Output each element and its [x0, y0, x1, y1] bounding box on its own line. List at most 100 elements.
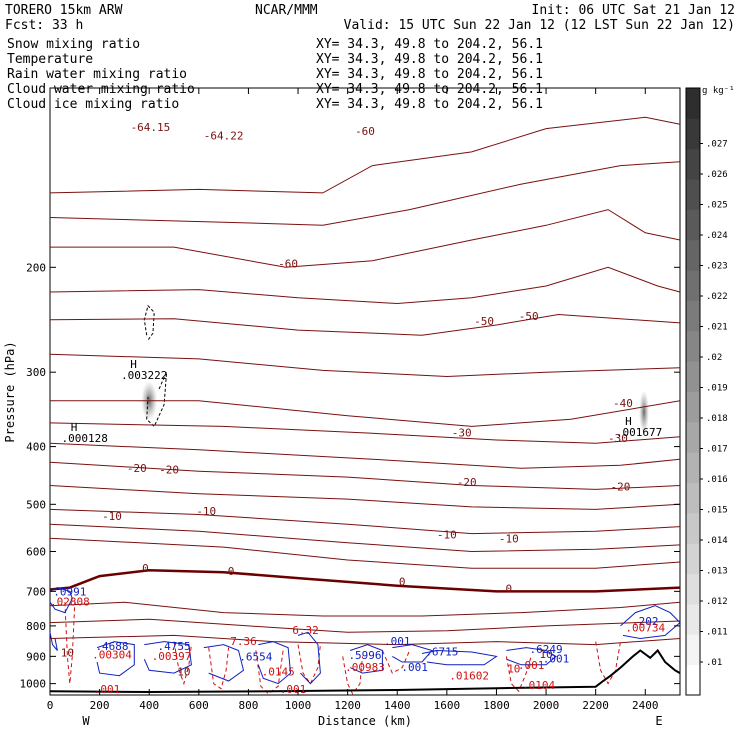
legend-snow-xy: XY= 34.3, 49.8 to 204.2, 56.1: [316, 37, 543, 52]
cloud-water-max-label: .6249: [530, 643, 563, 656]
min-temperature-label: -64.15: [131, 121, 171, 134]
rain-max-label: .0104: [522, 679, 555, 692]
colorbar-swatch: [686, 634, 700, 666]
temperature-isotherm: [49, 523, 681, 553]
isotherm-label: -60: [278, 257, 298, 270]
temperature-isotherm: [49, 618, 681, 633]
isotherm-label: 10: [61, 646, 74, 659]
min-temperature-label: -64.22: [204, 129, 244, 142]
colorbar-tick-label: .018: [706, 414, 728, 424]
x-axis-label: Distance (km): [318, 714, 412, 728]
colorbar-swatch: [686, 391, 700, 423]
rain-max-label: .01602: [449, 670, 489, 683]
isotherm-label: -10: [437, 529, 457, 542]
temperature-isotherm: [49, 442, 681, 469]
colorbar-frame: [685, 87, 701, 696]
colorbar-swatch: [686, 300, 700, 332]
colorbar-swatch: [686, 179, 700, 210]
colorbar-swatch: [686, 361, 700, 392]
isotherm-label: -60: [355, 125, 375, 138]
temperature-isotherm: [49, 266, 681, 305]
colorbar-swatch: [686, 421, 700, 453]
y-tick-label: 600: [26, 545, 46, 558]
rain-contour: [255, 650, 284, 695]
isotherm-label: -40: [613, 397, 633, 410]
forecast-hour: Fcst: 33 h: [5, 18, 83, 33]
temperature-isotherm: [50, 400, 681, 427]
colorbar-tick-label: .014: [706, 536, 728, 546]
cloud-water-max-label: .001: [384, 635, 411, 648]
cloud-water-max-label: .4755: [157, 640, 190, 653]
x-tick-label: 800: [238, 699, 258, 712]
colorbar-tick-label: .011: [706, 628, 728, 638]
y-tick-label: 900: [26, 650, 46, 663]
colorbar-swatch: [686, 330, 700, 362]
field-legend: Snow mixing ratio XY= 34.3, 49.8 to 204.…: [7, 37, 543, 112]
colorbar-tick-label: .025: [706, 201, 728, 211]
temperature-isotherm: [49, 461, 681, 490]
cloud-water-contour: [49, 632, 58, 651]
colorbar-tick-label: .021: [706, 323, 728, 333]
y-tick-label: 800: [26, 620, 46, 633]
temperature-isotherm: [49, 422, 681, 444]
model-title: TORERO 15km ARW: [5, 3, 123, 18]
rain-contour: [208, 647, 230, 690]
cloud-water-contour: [143, 641, 192, 674]
rain-contour: [64, 602, 76, 684]
colorbar-swatch: [686, 512, 700, 544]
colorbar-tick-label: .012: [706, 597, 728, 607]
colorbar-unit: g kg⁻¹: [702, 86, 735, 96]
rain-max-label: .0145: [262, 665, 295, 678]
colorbar-tick-label: .027: [706, 140, 728, 150]
y-tick-label: 500: [26, 498, 46, 511]
plot-frame: [49, 87, 681, 696]
colorbar-tick-label: .013: [706, 567, 728, 577]
legend-cloud-ice-label: Cloud ice mixing ratio: [7, 97, 179, 112]
cloud-water-contour: [421, 649, 498, 666]
colorbar-tick-label: .019: [706, 384, 728, 394]
cloud-ice-contour: [143, 304, 155, 341]
cloud-water-contour: [392, 644, 433, 663]
x-tick-label: 600: [189, 699, 209, 712]
colorbar-tick-label: .017: [706, 445, 728, 455]
colorbar-swatch: [686, 148, 700, 180]
rain-max-label: 7.36: [230, 635, 257, 648]
terrain-line: [49, 648, 681, 694]
rain-contour: [505, 656, 532, 693]
x-tick-label: 1600: [434, 699, 461, 712]
colorbar-swatch: [686, 482, 700, 514]
x-tick-label: 1000: [285, 699, 312, 712]
x-tick-label: 2200: [582, 699, 609, 712]
isotherm-label: 10: [177, 666, 190, 679]
legend-cloud-water-label: Cloud water mixing ratio: [7, 82, 195, 97]
temperature-isotherm: [49, 485, 681, 510]
legend-snow-label: Snow mixing ratio: [7, 37, 140, 52]
isotherm-label: -30: [608, 432, 628, 445]
x-tick-label: 2000: [533, 699, 560, 712]
colorbar-tick-label: .015: [706, 506, 728, 516]
colorbar-swatch: [686, 573, 700, 605]
org-label: NCAR/MMM: [255, 3, 318, 18]
isotherm-label: -50: [519, 310, 539, 323]
colorbar-swatch: [686, 603, 700, 635]
cloud-ice-max-label: .003222: [121, 369, 167, 382]
cloud-water-contour: [349, 644, 383, 674]
y-tick-label: 300: [26, 366, 46, 379]
temperature-isotherm: [50, 209, 681, 268]
rain-max-label: 6.32: [292, 624, 319, 637]
cloud-water-contour: [506, 647, 557, 666]
isotherm-label: -20: [611, 481, 631, 494]
rain-contour: [173, 641, 192, 686]
x-axis-west-label: W: [82, 714, 90, 728]
rain-contour: [297, 644, 321, 685]
isotherm-label: -20: [457, 476, 477, 489]
rain-contour: [381, 650, 411, 674]
y-tick-label: 400: [26, 441, 46, 454]
cloud-water-max-label: .5996: [348, 649, 381, 662]
cloud-water-contour: [297, 631, 321, 685]
cloud-ice-max-label-h-marker: H: [625, 415, 632, 428]
cloud-water-max-label: .0991: [53, 586, 86, 599]
plot-area: -60 -60 -50 -50 -40 -30 -30 -20 -20 -20 -20 -10 -10 -…: [49, 116, 681, 696]
colorbar-tick-label: .02: [706, 353, 722, 363]
